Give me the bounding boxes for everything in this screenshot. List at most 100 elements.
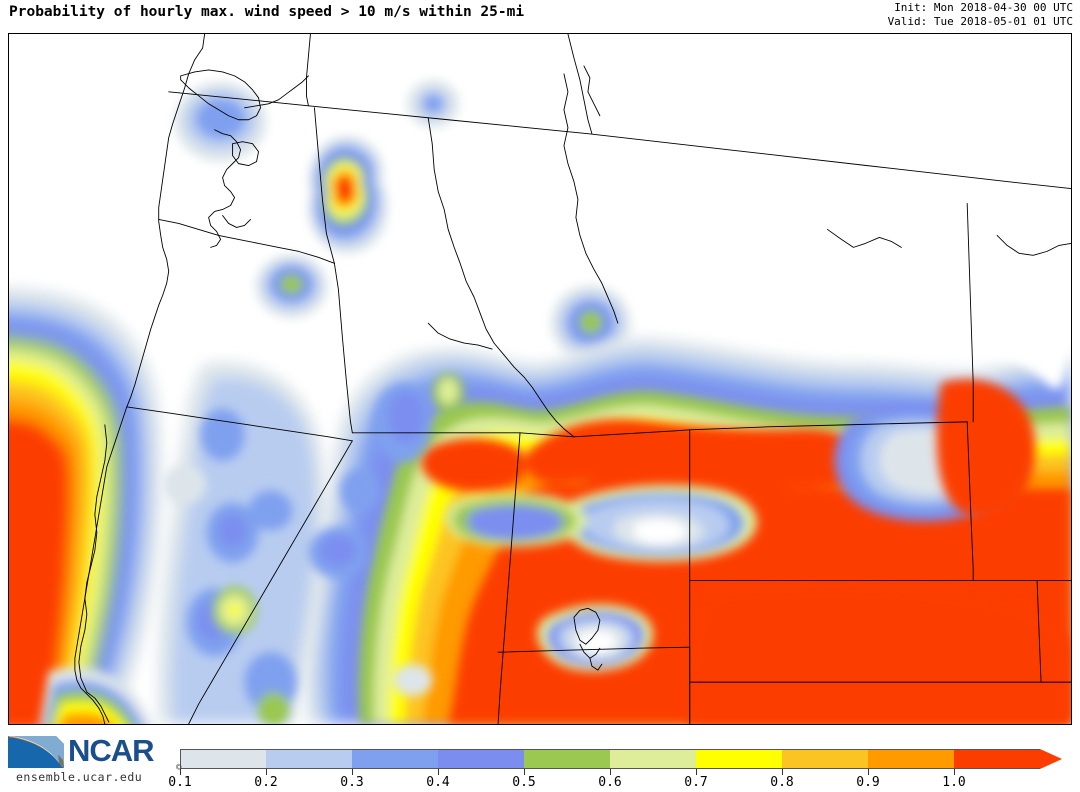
- colorbar-band-0.2-0.3[interactable]: [266, 749, 352, 769]
- border-us-canada: [168, 91, 1071, 190]
- probability-contour-map[interactable]: [9, 34, 1071, 724]
- band-1.0-west: [421, 438, 527, 492]
- colorbar-tick: [524, 769, 525, 775]
- colorbar-band-0.4-0.5[interactable]: [438, 749, 524, 769]
- colorbar-tick: [782, 769, 783, 775]
- contour-group-great-basin-cells: [186, 373, 465, 724]
- colorbar-tick: [180, 769, 181, 775]
- band-0.4: [423, 94, 444, 113]
- band-0.1-b: [392, 664, 433, 697]
- border-washington-idaho: [313, 107, 335, 264]
- contour-group-california: [9, 287, 162, 724]
- page-title: Probability of hourly max. wind speed > …: [9, 4, 525, 20]
- band-0.7-a: [227, 603, 242, 618]
- border-nevada-california: [188, 440, 353, 724]
- colorbar-tick: [266, 769, 267, 775]
- band-0.3-f: [340, 468, 381, 513]
- band-0.5: [578, 310, 603, 335]
- contour-group-east-finger: [936, 379, 1036, 518]
- band-0.5-b: [257, 692, 290, 724]
- border-oregon-idaho: [333, 262, 353, 434]
- border-colorado-kansas: [1036, 579, 1042, 683]
- band-1.0-north: [525, 419, 870, 488]
- colorbar-band-0.7-0.8[interactable]: [696, 749, 782, 769]
- band-0.3-a: [200, 408, 245, 461]
- band-0.1-c: [997, 281, 1034, 310]
- border-montana-wyoming: [689, 421, 968, 431]
- colorbar-band-0.8-0.9[interactable]: [782, 749, 868, 769]
- init-time-label: Init: Mon 2018-04-30 00 UTC: [894, 1, 1073, 14]
- detail-salt-lake-spur2: [589, 657, 603, 671]
- ncar-logo[interactable]: NCAR ensemble.ucar.edu: [6, 734, 171, 786]
- copyright-mark: ©: [176, 763, 182, 773]
- contour-field: [9, 79, 1071, 724]
- band-1.0-east: [936, 379, 1036, 518]
- colorbar-tick: [352, 769, 353, 775]
- contour-group-detached-cells: [162, 281, 1034, 697]
- band-0.5: [279, 274, 304, 295]
- band-0.6-b: [438, 378, 459, 404]
- colorbar-tick-label: 0.2: [254, 775, 278, 790]
- border-oregon-california: [126, 406, 353, 442]
- border-utah-nevada: [497, 432, 521, 724]
- border-idaho-nevada-utah: [351, 432, 575, 438]
- colorbar-band-0.5-0.6[interactable]: [524, 749, 610, 769]
- contour-group-ne-washington: [255, 254, 328, 319]
- band-1.0-se: [686, 585, 1071, 724]
- map-panel[interactable]: [8, 33, 1072, 725]
- ncar-logo-mark: [8, 736, 64, 768]
- colorbar-tick: [610, 769, 611, 775]
- colorbar-extend-arrow: [1040, 749, 1062, 769]
- border-canada-interior-b: [827, 228, 902, 248]
- band-1.0: [9, 418, 71, 724]
- hole3-0.0: [578, 631, 617, 654]
- colorbar-tick-label: 0.8: [770, 775, 794, 790]
- hole2-0.0: [897, 333, 1071, 389]
- coastline-islands: [232, 141, 259, 167]
- detail-california-south-coast: [86, 691, 110, 723]
- band-0.4-c: [218, 514, 247, 547]
- border-montana-dakota: [966, 203, 974, 423]
- band-0.9: [59, 712, 113, 724]
- border-arizona-utah: [497, 646, 691, 653]
- detail-great-salt-lake: [573, 607, 601, 645]
- detail-california-sierra: [78, 424, 108, 693]
- border-idaho-montana: [427, 117, 575, 438]
- colorbar-band-0.3-0.4[interactable]: [352, 749, 438, 769]
- colorbar[interactable]: [180, 749, 1040, 769]
- colorbar-band->1.0[interactable]: [954, 749, 1040, 769]
- colorbar-tick-label: 0.6: [598, 775, 622, 790]
- ncar-logo-url: ensemble.ucar.edu: [16, 770, 143, 784]
- border-canada-interior-a: [305, 34, 311, 107]
- border-washington-oregon: [158, 219, 335, 264]
- colorbar-tick-label: 0.4: [426, 775, 450, 790]
- detail-river-north: [583, 65, 601, 117]
- colorbar-tick-label: 0.3: [340, 775, 364, 790]
- border-wyoming-east: [966, 421, 974, 581]
- colorbar-tick: [438, 769, 439, 775]
- band-1.0: [335, 176, 354, 203]
- coastline-puget-sound: [208, 129, 242, 248]
- colorbar-band-0.9-1.0[interactable]: [868, 749, 954, 769]
- colorbar-tick-label: 1.0: [942, 775, 966, 790]
- contour-group-alberta: [407, 79, 460, 128]
- colorbar-band-0.6-0.7[interactable]: [610, 749, 696, 769]
- hole4-0.4: [467, 505, 563, 540]
- colorbar-tick: [868, 769, 869, 775]
- colorbar-band-0.1-0.2[interactable]: [180, 749, 266, 769]
- detail-columbia-river: [563, 73, 619, 324]
- valid-time-label: Valid: Tue 2018-05-01 01 UTC: [887, 14, 1073, 28]
- band-0.4-d: [388, 390, 425, 443]
- colorbar-tick-label: 0.9: [856, 775, 880, 790]
- coastline-vancouver-island: [180, 69, 261, 121]
- colorbar-ticks: 0.1 0.2 0.3 0.4 0.5 0.6 0.7 0.8 0.9 1.0: [0, 769, 1080, 791]
- forecast-timestamps: Init: Mon 2018-04-30 00 UTC Valid: Tue 2…: [888, 1, 1073, 28]
- contour-group-southern-california: [40, 667, 154, 724]
- map-boundaries: [74, 34, 1071, 724]
- border-bc-alberta: [567, 34, 593, 135]
- colorbar-tick-label: 0.7: [684, 775, 708, 790]
- band-0.3-d: [248, 490, 293, 531]
- band-0.4-a: [320, 535, 357, 566]
- contour-group-southeast: [686, 585, 1071, 724]
